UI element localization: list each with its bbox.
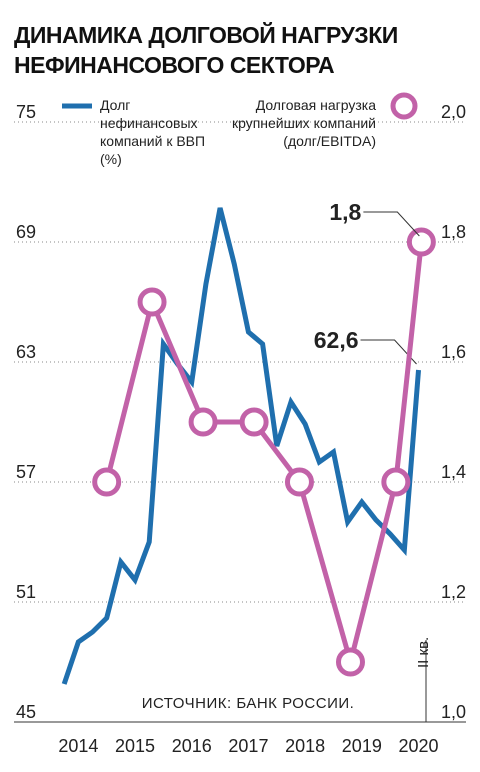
legend-label: Долг нефинансовых компаний к ВВП (%) — [100, 97, 206, 167]
x-tick-label: 2014 — [58, 736, 98, 756]
y2-tick-label: 1,6 — [441, 342, 466, 362]
point-marker — [335, 647, 365, 677]
series-line — [104, 241, 424, 672]
source: ИСТОЧНИК: БАНК РОССИИ. — [142, 695, 355, 712]
x-tick-label: 2015 — [115, 736, 155, 756]
point-marker — [406, 227, 436, 257]
period-note: II кв. — [415, 637, 432, 668]
data-label: 1,8 — [329, 199, 361, 225]
legend-marker — [390, 92, 418, 120]
y-tick-label: 63 — [16, 342, 36, 362]
y2-tick-label: 1,2 — [441, 582, 466, 602]
point-marker — [239, 407, 269, 437]
y-tick-label: 45 — [16, 702, 36, 722]
series-line — [61, 207, 422, 685]
y2-tick-label: 1,0 — [441, 702, 466, 722]
x-tick-label: 2020 — [399, 736, 439, 756]
x-tick-label: 2018 — [285, 736, 325, 756]
point-marker — [284, 467, 314, 497]
x-tick-label: 2016 — [172, 736, 212, 756]
y-tick-label: 69 — [16, 222, 36, 242]
point-marker — [92, 467, 122, 497]
leader-line — [363, 211, 420, 237]
legend-label: Долговая нагрузка крупнейших компаний (д… — [231, 97, 376, 149]
y-tick-label: 57 — [16, 462, 36, 482]
x-tick-label: 2017 — [228, 736, 268, 756]
y2-tick-label: 1,8 — [441, 222, 466, 242]
y2-tick-label: 2,0 — [441, 102, 466, 122]
x-tick-label: 2019 — [342, 736, 382, 756]
y2-tick-label: 1,4 — [441, 462, 466, 482]
data-label: 62,6 — [314, 327, 359, 353]
point-marker — [188, 407, 218, 437]
y-tick-label: 75 — [16, 102, 36, 122]
point-marker — [381, 467, 411, 497]
point-marker — [137, 287, 167, 317]
chart-title: ДИНАМИКА ДОЛГОВОЙ НАГРУЗКИ НЕФИНАНСОВОГО… — [14, 22, 398, 78]
y-tick-label: 51 — [16, 582, 36, 602]
